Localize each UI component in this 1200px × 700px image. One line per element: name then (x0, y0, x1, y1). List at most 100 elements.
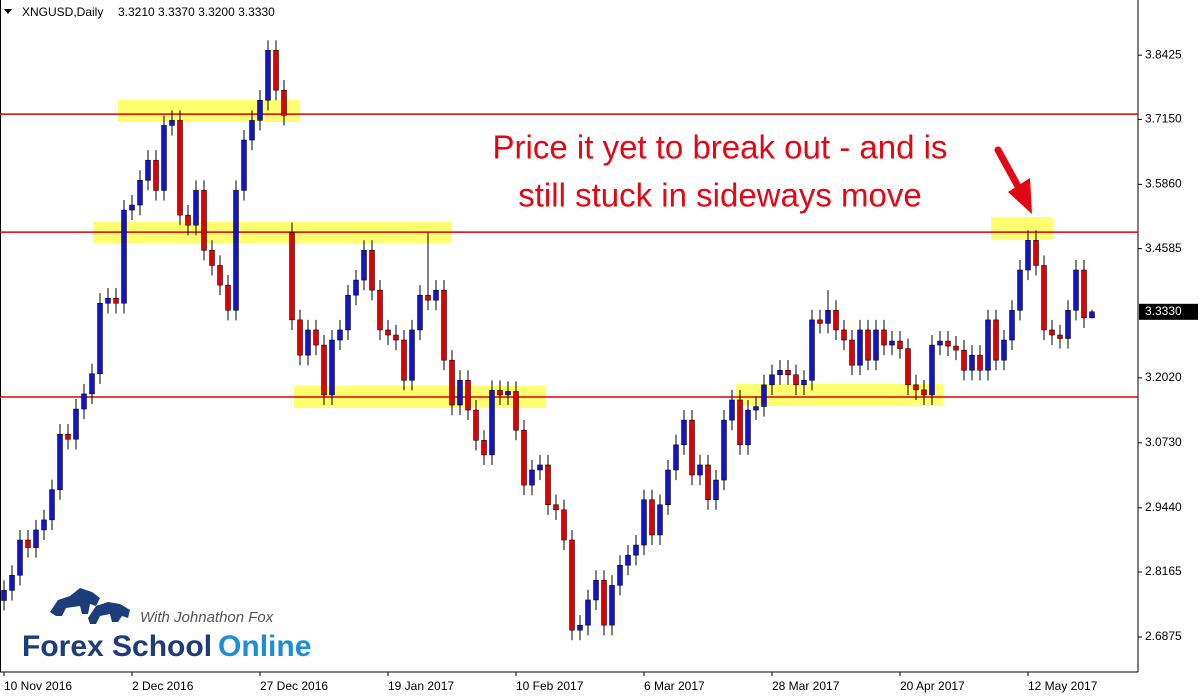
y-tick-label: 2.6875 (1145, 629, 1182, 643)
candle-body (777, 370, 783, 376)
logo-tagline: With Johnathon Fox (140, 609, 274, 626)
candle-body (737, 399, 743, 446)
highlight-zone (736, 384, 943, 406)
candle-body (593, 580, 599, 601)
candle-body (425, 294, 431, 301)
candle-body (433, 289, 439, 301)
candle-body (65, 433, 71, 440)
candle-body (89, 373, 95, 395)
candle-body (417, 294, 423, 331)
candle-body (753, 406, 759, 411)
candle-body (953, 345, 959, 351)
candle-body (449, 359, 455, 406)
candle-body (33, 529, 39, 548)
candle-body (497, 390, 503, 396)
candle-body (353, 279, 359, 296)
candle-body (889, 340, 895, 346)
candle-body (377, 289, 383, 331)
candle-body (1025, 240, 1031, 271)
candle-body (465, 380, 471, 411)
candle-body (73, 408, 79, 440)
candle-body (841, 329, 847, 341)
y-tick-label: 2.9440 (1145, 500, 1182, 514)
candle-body (265, 50, 271, 101)
candle-body (457, 380, 463, 406)
candle-body (929, 344, 935, 396)
candle-body (1017, 269, 1023, 311)
candle-body (345, 294, 351, 331)
candle-body (1049, 329, 1055, 336)
candle-body (625, 554, 631, 566)
x-tick-label: 10 Feb 2017 (516, 679, 584, 693)
candle-body (657, 504, 663, 536)
candle-body (25, 539, 31, 548)
x-tick-label: 27 Dec 2016 (260, 679, 328, 693)
candle-body (689, 419, 695, 476)
candle-body (313, 329, 319, 346)
candle-body (921, 389, 927, 396)
candle-body (385, 329, 391, 336)
candle-body (1, 590, 7, 601)
candle-body (969, 354, 975, 371)
candle-body (705, 464, 711, 500)
candle-body (489, 390, 495, 456)
candle-body (137, 180, 143, 206)
candle-body (713, 479, 719, 500)
last-price-label: 3.3330 (1145, 304, 1182, 318)
bear-icon (88, 602, 130, 624)
candle-body (529, 469, 535, 486)
y-tick-label: 3.8425 (1145, 47, 1182, 61)
candle-body (393, 334, 399, 341)
candle-body (105, 297, 111, 304)
candle-body (977, 354, 983, 371)
y-tick-label: 3.2020 (1145, 370, 1182, 384)
candle-body (673, 444, 679, 471)
candle-body (201, 190, 207, 251)
candle-body (569, 539, 575, 631)
candle-body (209, 250, 215, 266)
candle-body (57, 433, 63, 490)
x-tick-label: 10 Nov 2016 (4, 679, 72, 693)
candle-body (993, 319, 999, 361)
candle-body (1033, 240, 1039, 266)
logo-name: Forex School Online (22, 630, 311, 663)
candle-body (721, 419, 727, 481)
candle-body (945, 340, 951, 347)
last-price-box (1139, 303, 1198, 320)
candle-body (1073, 269, 1079, 311)
candle-body (129, 204, 135, 211)
candle-body (177, 120, 183, 216)
candle-body (561, 509, 567, 541)
candle-body (361, 250, 367, 281)
highlight-zone (991, 217, 1053, 240)
candle-body (409, 329, 415, 381)
candle-body (305, 329, 311, 356)
y-tick-label: 3.5860 (1145, 177, 1182, 191)
candle-body (49, 489, 55, 521)
candle-body (985, 319, 991, 371)
candle-body (809, 319, 815, 381)
candle-body (321, 344, 327, 396)
candle-body (241, 139, 247, 191)
candle-body (297, 319, 303, 356)
logo-name-part: Forex School (22, 630, 212, 663)
candle-body (257, 99, 263, 121)
candle-body (577, 624, 583, 631)
candle-body (865, 329, 871, 361)
candle-body (233, 190, 239, 311)
candle-body (161, 125, 167, 191)
candle-body (1065, 310, 1071, 339)
chart-subtitle: 3.3210 3.3370 3.3200 3.3330 (118, 5, 275, 19)
candle-body (785, 370, 791, 376)
x-tick-label: 12 May 2017 (1028, 679, 1098, 693)
bull-icon (50, 588, 100, 616)
candle-body (913, 384, 919, 391)
candle-body (217, 265, 223, 286)
candle-body (505, 391, 511, 396)
candle-body (545, 464, 551, 506)
arrow-shaft (994, 146, 1024, 194)
x-tick-label: 2 Dec 2016 (132, 679, 194, 693)
candle-body (937, 340, 943, 346)
candle-body (873, 329, 879, 361)
x-tick-label: 20 Apr 2017 (900, 679, 965, 693)
